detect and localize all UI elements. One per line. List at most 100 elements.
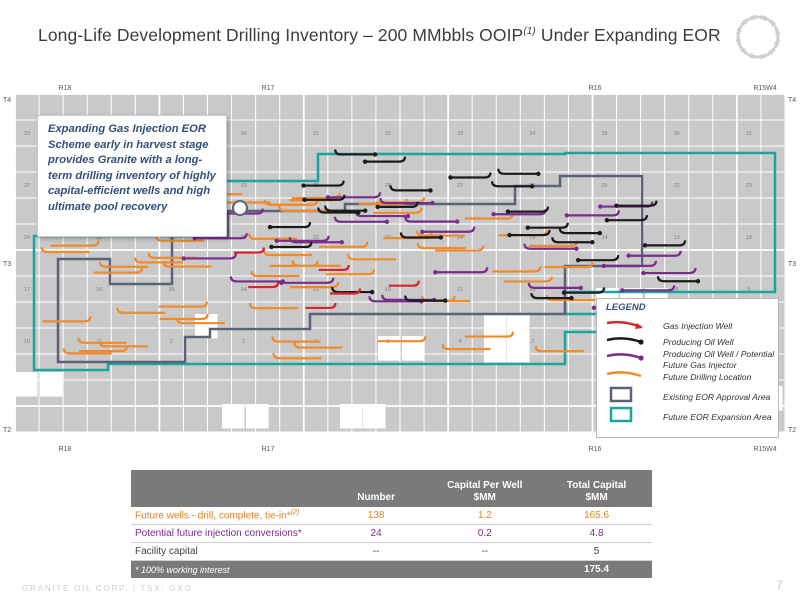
open-section — [246, 404, 269, 429]
producing-oil-well-head — [604, 217, 610, 223]
future-drilling-location — [159, 313, 209, 321]
section-number: 15 — [168, 287, 174, 293]
producing-oil-well — [616, 200, 658, 207]
section-number: 12 — [529, 287, 535, 293]
producing-potential-injector — [183, 253, 237, 260]
section-number: 22 — [674, 183, 680, 189]
producing-potential-injector-head — [619, 288, 625, 293]
producing-oil-well — [578, 255, 620, 262]
future-drilling-location — [147, 252, 197, 259]
section-number: 2 — [170, 339, 173, 345]
callout-pointer-marker — [232, 200, 248, 216]
producing-potential-injector — [210, 208, 264, 215]
producing-oil-well-head — [614, 203, 619, 208]
producing-oil-well — [530, 293, 572, 300]
township-label: T4 — [788, 97, 796, 104]
producing-oil-well-head — [597, 230, 603, 236]
producing-oil-well-head — [369, 289, 375, 295]
producing-potential-injector-head — [325, 195, 331, 200]
section-number: 28 — [385, 183, 391, 189]
section-number: 15 — [529, 235, 535, 241]
producing-potential-injector — [566, 210, 620, 217]
future-drilling-location — [98, 341, 148, 348]
section-number: 22 — [313, 235, 319, 241]
producing-oil-well-head — [569, 295, 574, 301]
producing-oil-well — [377, 201, 419, 208]
producing-potential-injector — [229, 276, 283, 283]
producing-oil-well — [331, 286, 373, 294]
producing-oil-well — [303, 180, 345, 187]
legend-producing-oil: Producing Oil Well — [663, 337, 734, 347]
section-number: 27 — [24, 183, 30, 189]
future-drilling-location — [77, 337, 127, 344]
producing-oil-well-icon — [606, 337, 644, 345]
future-drilling-location — [175, 318, 225, 325]
row-number: -- — [323, 542, 429, 561]
producing-potential-injector-icon — [606, 353, 644, 361]
producing-oil-well — [564, 287, 606, 294]
producing-oil-well-head — [590, 240, 595, 245]
producing-potential-injector — [276, 235, 330, 242]
section-number: 3 — [531, 339, 534, 345]
producing-oil-well-head — [443, 298, 448, 303]
legend: LEGEND Gas Injection Well Producing Oil … — [596, 298, 779, 438]
section-number: 13 — [313, 287, 319, 293]
producing-oil-well — [558, 228, 600, 235]
row-per-well: -- — [428, 542, 542, 561]
producing-potential-injector-head — [274, 238, 279, 244]
title-suffix: Under Expanding EOR — [535, 25, 721, 45]
range-label: R16 — [589, 446, 602, 453]
future-drilling-location — [62, 348, 112, 355]
producing-potential-injector — [194, 233, 248, 240]
section-number: 11 — [457, 287, 463, 293]
section-number: 23 — [746, 183, 752, 189]
township-label: T2 — [788, 427, 796, 434]
producing-potential-injector-head — [578, 285, 583, 291]
section-number: 19 — [96, 235, 102, 241]
open-section — [15, 372, 38, 397]
future-drilling-location — [346, 254, 396, 261]
gas-injection-well — [329, 288, 362, 295]
open-section — [340, 404, 363, 429]
section-number: 34 — [529, 131, 535, 137]
future-drilling-location — [415, 230, 465, 237]
future-drilling-location — [503, 276, 553, 283]
future-drilling-location — [416, 243, 466, 250]
future-drilling-location — [441, 344, 491, 351]
row-total: 165.6 — [541, 507, 652, 525]
producing-potential-injector-head — [601, 263, 607, 269]
future-drilling-location — [464, 331, 515, 338]
gas-injection-well-icon — [606, 320, 643, 329]
producing-oil-well-head — [529, 184, 535, 189]
producing-potential-injector — [628, 250, 682, 257]
legend-expansion-area: Future EOR Expansion Area — [663, 412, 772, 422]
future-drilling-location — [326, 269, 376, 276]
company-logo-icon — [735, 14, 781, 60]
section-number: 32 — [385, 131, 391, 137]
section-number: 16 — [96, 287, 102, 293]
existing-eor-area-icon — [609, 386, 633, 403]
producing-potential-injector — [368, 296, 422, 303]
future-drilling-location — [269, 260, 319, 267]
title-footnote-ref: (1) — [523, 26, 536, 38]
row-per-well: 0.2 — [428, 524, 542, 543]
township-label: T3 — [788, 261, 796, 268]
producing-oil-well-head — [505, 209, 511, 214]
producing-potential-injector — [622, 285, 676, 292]
producing-oil-well-head — [375, 204, 380, 210]
table-footer-row: * 100% working interest 175.4 — [131, 560, 652, 578]
producing-oil-well-head — [448, 175, 453, 180]
row-per-well: 1.2 — [428, 507, 542, 525]
producing-oil-well-head — [561, 290, 567, 295]
producing-oil-well-head — [525, 225, 530, 230]
range-label: R15W4 — [753, 446, 776, 453]
future-drilling-location — [263, 199, 313, 206]
future-drilling-location — [377, 336, 427, 343]
producing-oil-well-head — [428, 188, 433, 193]
producing-oil-well — [490, 181, 533, 188]
producing-oil-well-head — [695, 279, 701, 284]
legend-future-drilling: Future Drilling Location — [663, 372, 752, 382]
section-number: 1 — [242, 339, 245, 345]
producing-potential-injector-head — [420, 229, 425, 234]
township-label: T4 — [3, 97, 11, 104]
